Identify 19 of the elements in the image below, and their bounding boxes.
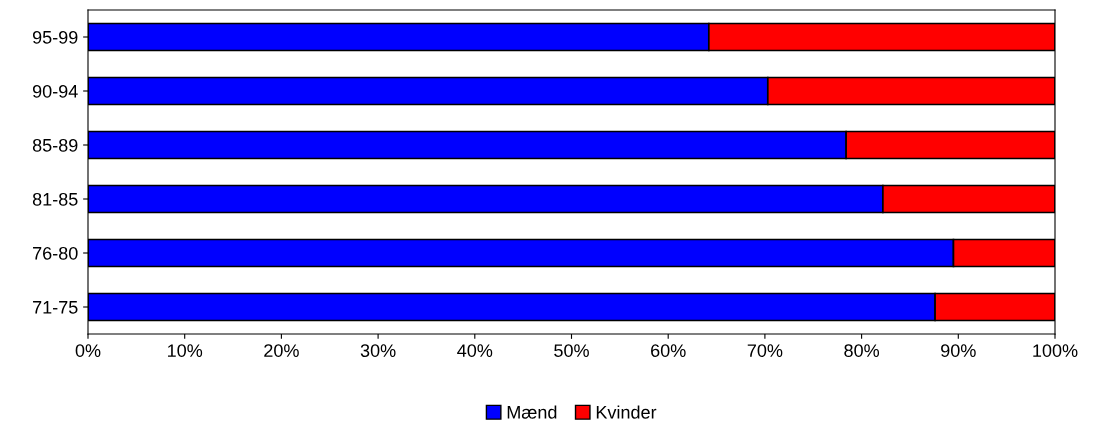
y-tick-label: 85-89 [32,138,78,152]
y-tick-label: 90-94 [32,84,78,98]
legend-label: Kvinder [596,405,657,419]
y-tick-label: 95-99 [32,30,78,44]
x-tick-label: 10% [168,344,203,357]
x-tick-label: 70% [747,344,783,357]
legend-label: Mænd [507,405,557,419]
x-tick-label: 40% [457,344,493,357]
y-tick-label: 76-80 [33,246,78,260]
x-tick-label: 0% [75,344,101,357]
x-tick-label: 30% [360,344,396,357]
x-tick-label: 60% [651,344,686,357]
x-tick-label: 20% [264,344,299,357]
y-tick-label: 81-85 [32,192,78,206]
x-tick-label: 50% [554,344,589,357]
y-tick-label: 71-75 [33,301,78,314]
x-tick-label: 100% [1033,344,1078,357]
x-tick-label: 90% [941,344,976,357]
x-tick-label: 80% [844,344,880,357]
